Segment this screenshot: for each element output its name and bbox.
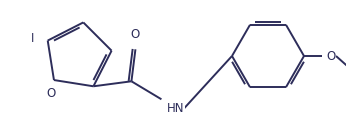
Text: O: O [131,28,140,41]
Text: I: I [31,32,35,45]
Text: O: O [46,87,56,100]
Text: HN: HN [166,102,184,115]
Text: O: O [326,49,335,63]
